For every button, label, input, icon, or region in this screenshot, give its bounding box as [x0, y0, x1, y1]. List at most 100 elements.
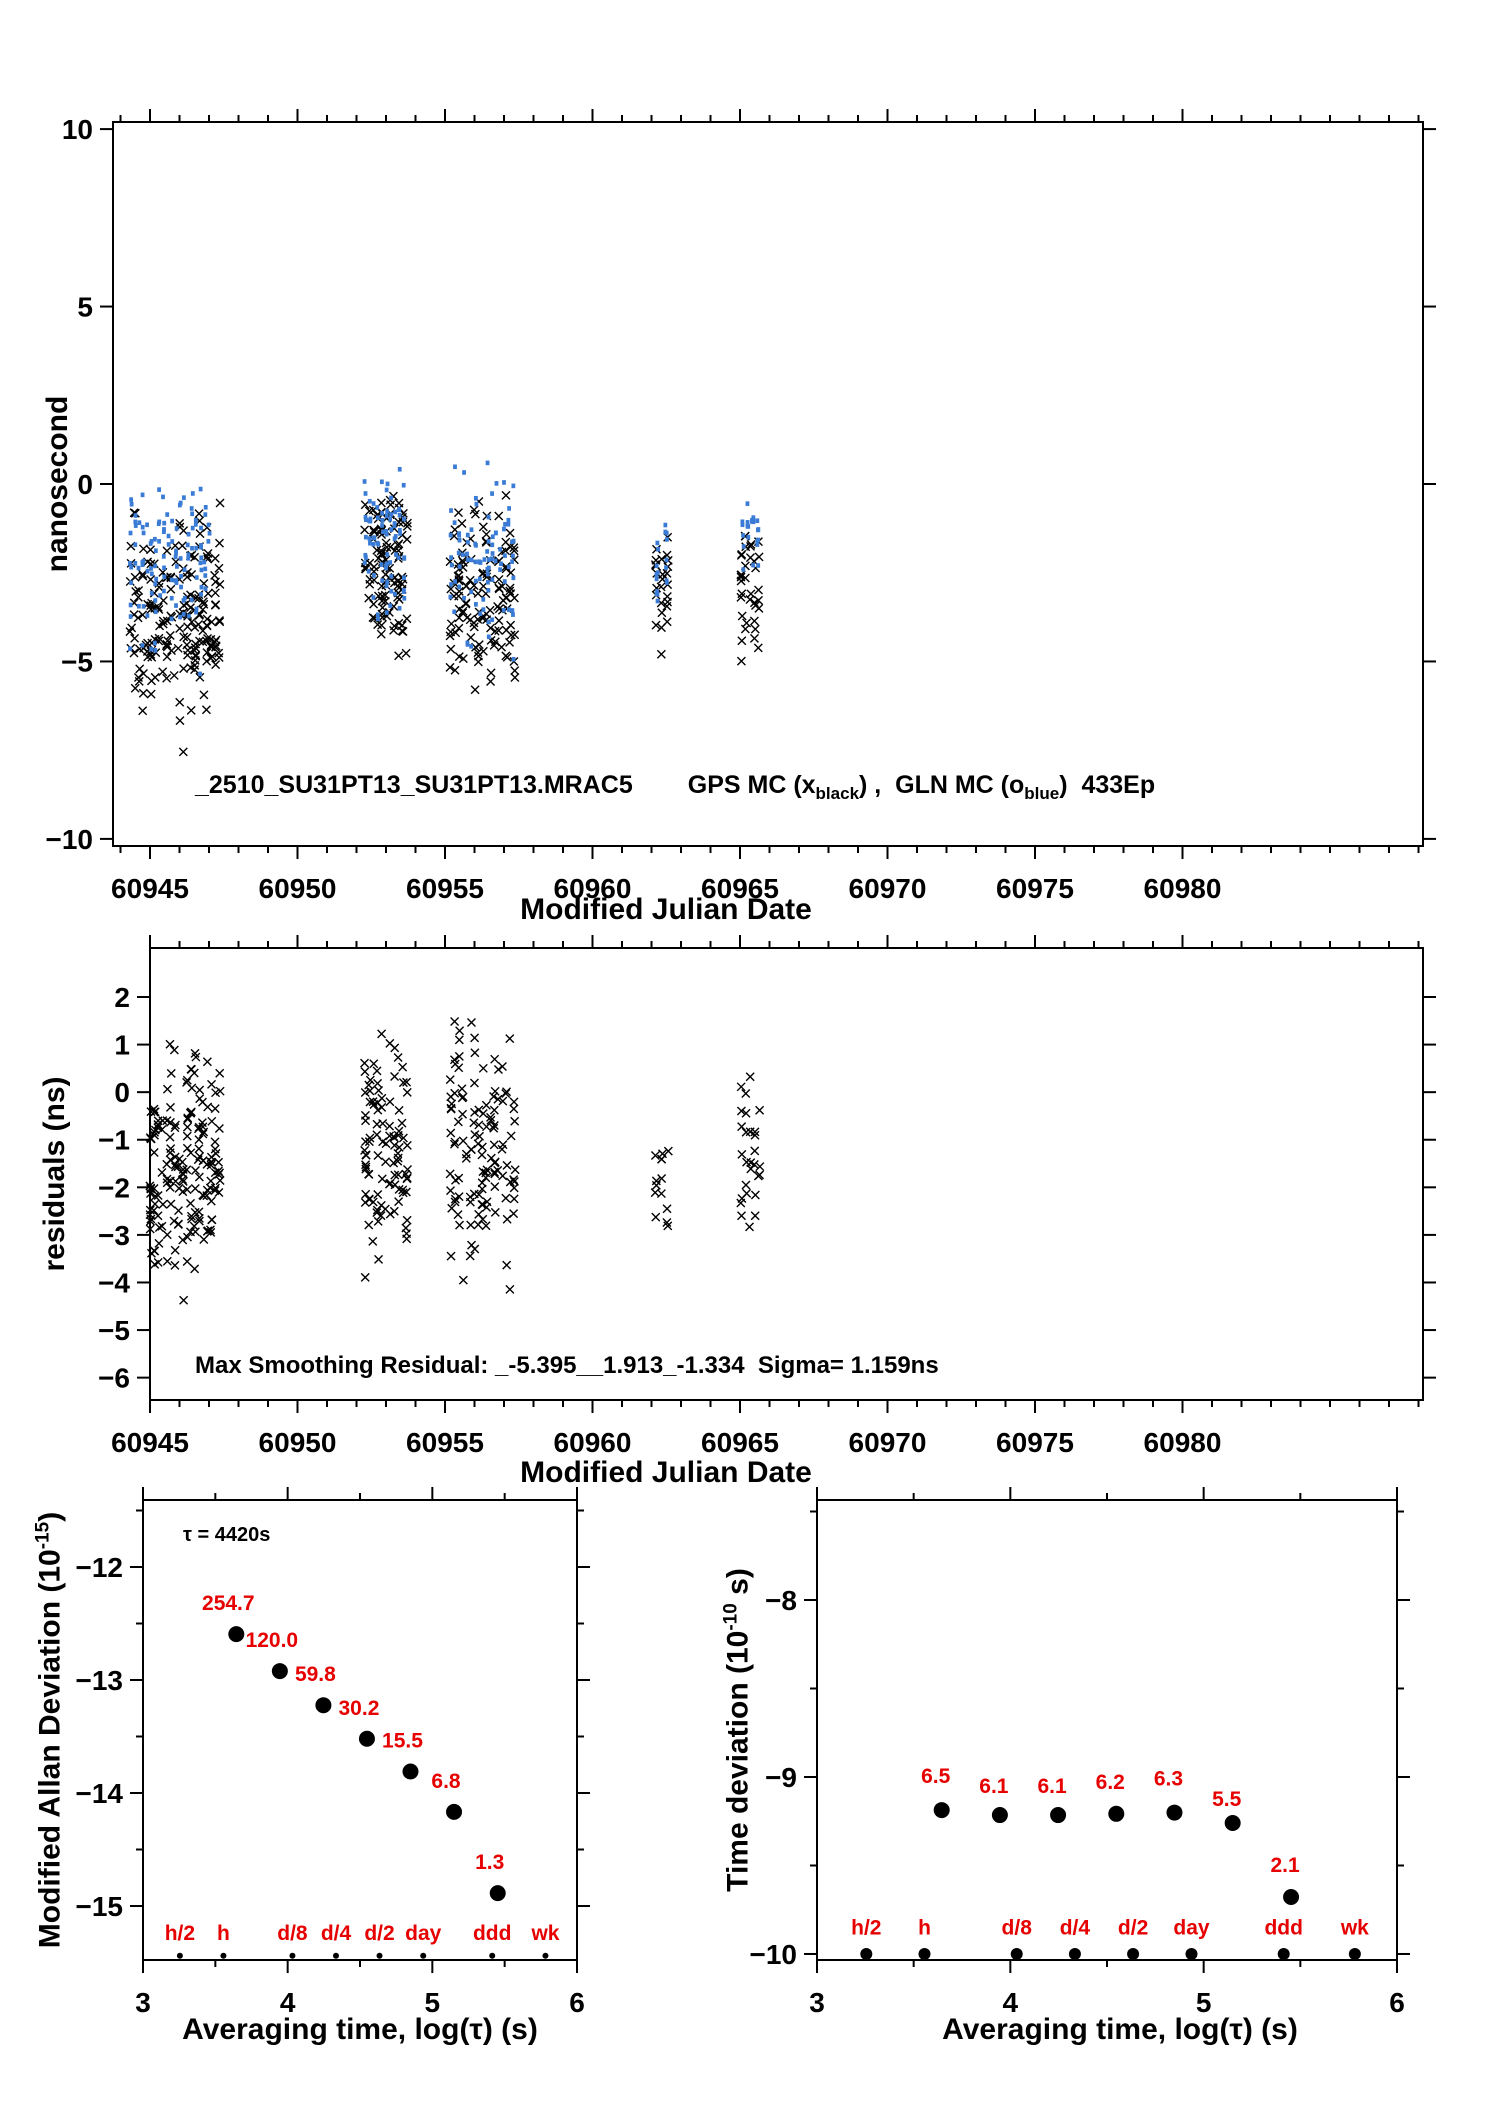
- svg-text:h: h: [918, 1917, 931, 1940]
- epoch-count-label: ) 433Ep: [1059, 771, 1156, 799]
- panel-p4: 3 4 5 6 −8 −9 −10 6.5 6.1 6.1 6.2 6.3 5.5 2.1 h/2 h d/8 d…: [750, 1487, 1410, 2018]
- panel2-x-axis-title: Modified Julian Date: [520, 1456, 812, 1489]
- svg-text:d/2: d/2: [364, 1922, 394, 1945]
- svg-text:5: 5: [1196, 1987, 1212, 2018]
- panel4-x-axis-title: Averaging time, log(τ) (s): [942, 2013, 1298, 2046]
- panel1-inset-title: _2510_SU31PT13_SU31PT13.MRAC5 GPS MC (xbl…: [195, 771, 1155, 804]
- svg-text:5: 5: [77, 292, 93, 323]
- svg-text:−4: −4: [98, 1267, 130, 1298]
- svg-text:120.0: 120.0: [246, 1629, 299, 1652]
- svg-text:60965: 60965: [701, 873, 779, 904]
- file-id-label: _2510_SU31PT13_SU31PT13.MRAC5: [195, 771, 633, 799]
- svg-text:h: h: [217, 1922, 230, 1945]
- panel3-tau-note: τ = 4420s: [183, 1524, 271, 1546]
- svg-text:5: 5: [425, 1987, 441, 2018]
- svg-text:60960: 60960: [554, 873, 632, 904]
- svg-text:60950: 60950: [259, 1427, 337, 1458]
- svg-text:ddd: ddd: [473, 1922, 511, 1945]
- panel4-y-axis-title: Time deviation (10-10 s): [721, 1568, 756, 1892]
- svg-text:2.1: 2.1: [1270, 1854, 1300, 1877]
- svg-text:6.3: 6.3: [1154, 1768, 1183, 1791]
- panel2-y-axis-title: residuals (ns): [38, 1076, 71, 1272]
- svg-text:60965: 60965: [701, 1427, 779, 1458]
- svg-text:−10: −10: [46, 824, 94, 855]
- panel2-inset-stats: Max Smoothing Residual: _-5.395__1.913_-…: [195, 1352, 939, 1379]
- panel4-y-title-main: Time deviation (10: [721, 1630, 755, 1892]
- svg-text:60970: 60970: [849, 873, 927, 904]
- svg-text:60975: 60975: [996, 873, 1074, 904]
- svg-text:6.1: 6.1: [1037, 1775, 1067, 1798]
- svg-text:3: 3: [135, 1987, 151, 2018]
- svg-text:60955: 60955: [406, 873, 484, 904]
- panel1-x-axis-title: Modified Julian Date: [520, 893, 812, 926]
- gln-legend-label: ) , GLN MC (o: [859, 771, 1025, 799]
- svg-text:−1: −1: [98, 1125, 130, 1156]
- svg-text:59.8: 59.8: [295, 1663, 336, 1686]
- svg-text:1.3: 1.3: [475, 1851, 504, 1874]
- svg-text:−15: −15: [76, 1891, 124, 1922]
- svg-text:−9: −9: [765, 1762, 797, 1793]
- svg-text:30.2: 30.2: [339, 1697, 380, 1720]
- svg-text:2: 2: [114, 982, 130, 1013]
- svg-text:−14: −14: [76, 1778, 124, 1809]
- svg-text:6: 6: [1389, 1987, 1405, 2018]
- svg-text:−13: −13: [76, 1665, 124, 1696]
- svg-text:6: 6: [569, 1987, 585, 2018]
- svg-text:−8: −8: [765, 1585, 797, 1616]
- svg-text:60980: 60980: [1144, 1427, 1222, 1458]
- svg-text:60960: 60960: [554, 1427, 632, 1458]
- svg-text:d/4: d/4: [321, 1922, 352, 1945]
- svg-text:−6: −6: [98, 1363, 130, 1394]
- svg-text:60950: 60950: [259, 873, 337, 904]
- svg-text:60955: 60955: [406, 1427, 484, 1458]
- svg-text:h/2: h/2: [165, 1922, 195, 1945]
- panel-p3: 3 4 5 6 −12 −13 −14 −15 254.7 120.0 59.830.215.5 6.…: [76, 1487, 590, 2018]
- svg-text:−10: −10: [750, 1939, 798, 1970]
- svg-text:d/4: d/4: [1060, 1917, 1091, 1940]
- panel3-y-title-end: ): [33, 1511, 67, 1522]
- svg-text:d/2: d/2: [1118, 1917, 1148, 1940]
- svg-text:−12: −12: [76, 1552, 124, 1583]
- svg-text:d/8: d/8: [1002, 1917, 1033, 1940]
- svg-text:−2: −2: [98, 1172, 130, 1203]
- svg-text:ddd: ddd: [1264, 1917, 1302, 1940]
- svg-text:0: 0: [77, 469, 93, 500]
- svg-text:4: 4: [280, 1987, 296, 2018]
- svg-text:1: 1: [114, 1030, 130, 1061]
- svg-text:d/8: d/8: [277, 1922, 308, 1945]
- svg-text:6.5: 6.5: [921, 1765, 951, 1788]
- svg-text:−5: −5: [98, 1315, 130, 1346]
- svg-text:−5: −5: [61, 646, 93, 677]
- gps-legend-sub: black: [815, 784, 860, 803]
- gln-legend-sub: blue: [1024, 784, 1060, 803]
- svg-text:wk: wk: [1340, 1917, 1369, 1940]
- series-gps-x: [145, 1017, 765, 1305]
- svg-text:60980: 60980: [1144, 873, 1222, 904]
- panel3-y-title-main: Modified Allan Deviation (10: [33, 1549, 67, 1949]
- panel3-x-axis-title: Averaging time, log(τ) (s): [182, 2013, 538, 2046]
- svg-text:day: day: [1173, 1917, 1210, 1940]
- svg-text:10: 10: [62, 114, 93, 145]
- svg-text:60970: 60970: [849, 1427, 927, 1458]
- panel3-y-title-sup: -15: [32, 1521, 54, 1550]
- svg-text:−3: −3: [98, 1220, 130, 1251]
- panel4-y-title-end: s): [721, 1568, 755, 1604]
- svg-text:4: 4: [1003, 1987, 1019, 2018]
- svg-text:h/2: h/2: [851, 1917, 881, 1940]
- svg-text:60945: 60945: [111, 1427, 189, 1458]
- panel-p2: 60945 60950 60955 60960 60965 60970 60975 60980…: [98, 935, 1436, 1458]
- panel3-y-axis-title: Modified Allan Deviation (10-15): [33, 1512, 68, 1948]
- svg-text:254.7: 254.7: [202, 1592, 255, 1615]
- svg-text:60945: 60945: [111, 873, 189, 904]
- svg-text:6.1: 6.1: [979, 1775, 1009, 1798]
- svg-text:5.5: 5.5: [1212, 1788, 1242, 1811]
- svg-text:6.2: 6.2: [1096, 1771, 1125, 1794]
- svg-text:60975: 60975: [996, 1427, 1074, 1458]
- panel1-y-axis-title: nanosecond: [41, 395, 74, 573]
- svg-text:6.8: 6.8: [431, 1770, 461, 1793]
- svg-text:day: day: [405, 1922, 442, 1945]
- svg-text:15.5: 15.5: [382, 1730, 423, 1753]
- svg-text:3: 3: [809, 1987, 825, 2018]
